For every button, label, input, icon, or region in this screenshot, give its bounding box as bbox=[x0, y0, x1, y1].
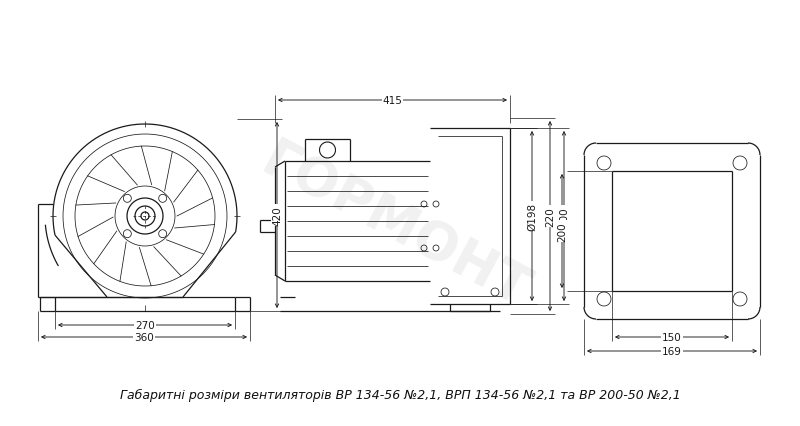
Text: 415: 415 bbox=[382, 96, 402, 106]
Text: 270: 270 bbox=[135, 320, 155, 330]
Text: 360: 360 bbox=[134, 332, 154, 342]
Text: Ø198: Ø198 bbox=[527, 202, 537, 230]
Text: ГОРМОНТ: ГОРМОНТ bbox=[253, 135, 538, 318]
Text: 420: 420 bbox=[272, 206, 282, 225]
Text: 200: 200 bbox=[559, 207, 569, 226]
Text: 200: 200 bbox=[557, 222, 567, 241]
Text: 150: 150 bbox=[662, 332, 682, 342]
Text: 220: 220 bbox=[545, 207, 555, 226]
Text: Габаритні розміри вентиляторів ВР 134-56 №2,1, ВРП 134-56 №2,1 та ВР 200-50 №2,1: Габаритні розміри вентиляторів ВР 134-56… bbox=[120, 388, 680, 400]
Text: 169: 169 bbox=[662, 346, 682, 356]
